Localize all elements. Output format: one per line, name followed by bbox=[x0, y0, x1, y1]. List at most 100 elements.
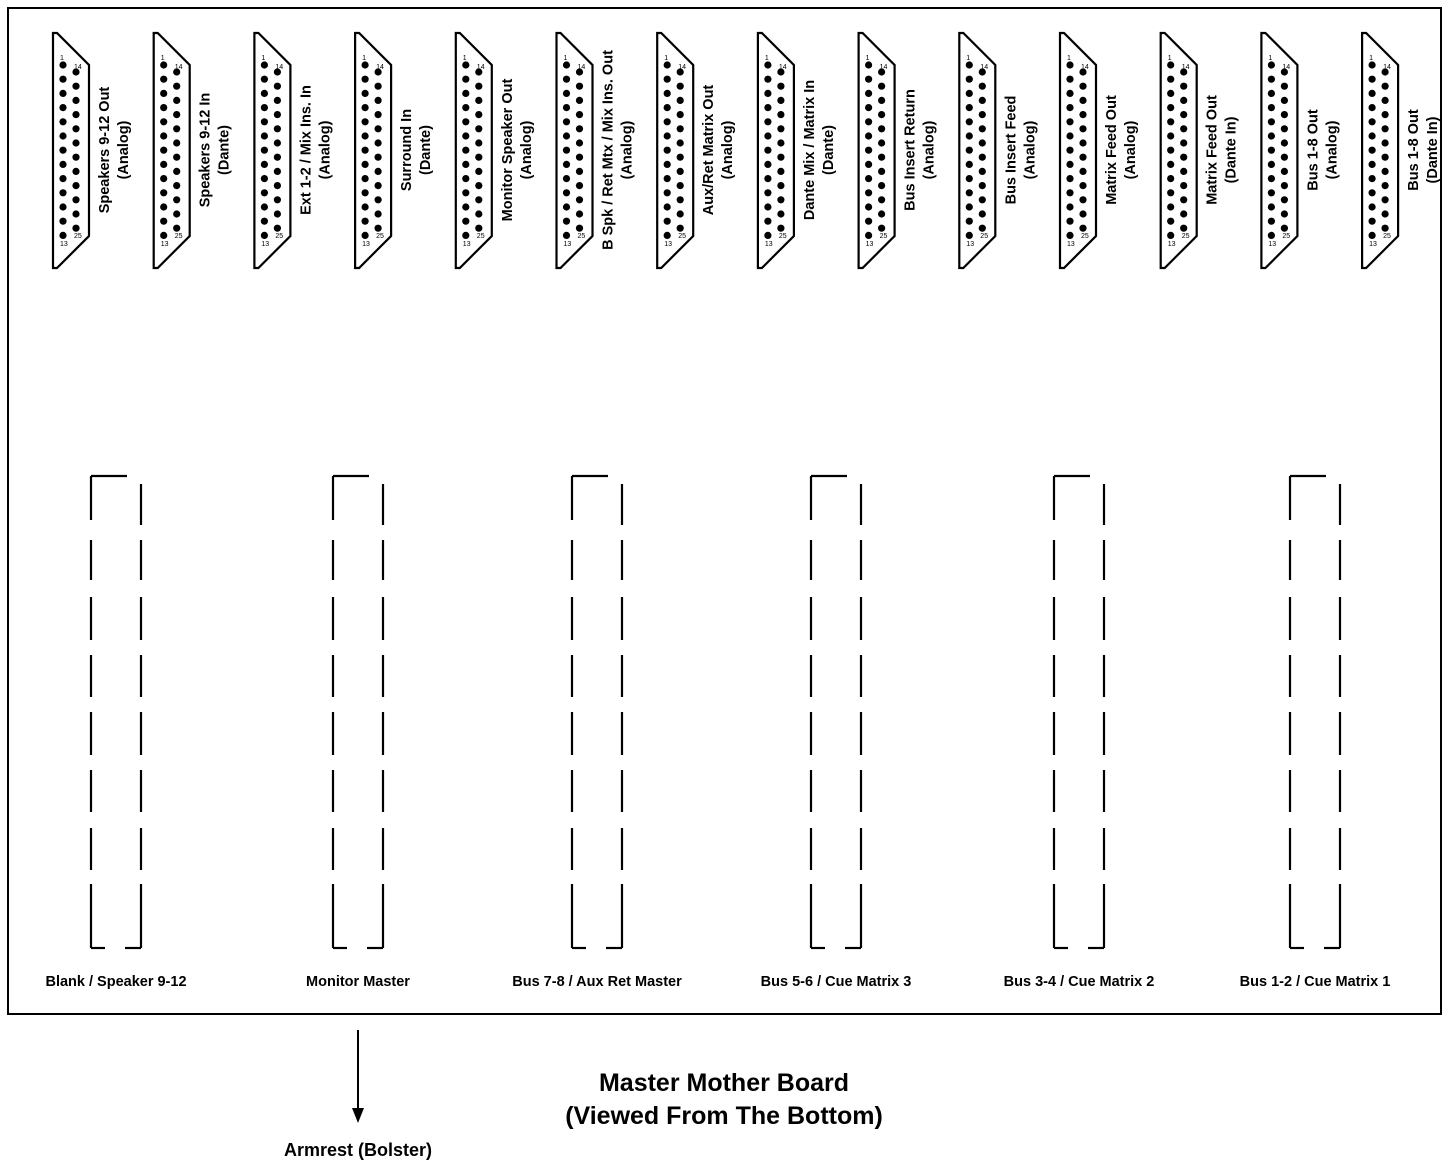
pin-number-label: 14 bbox=[74, 64, 82, 71]
connector-label-line1: Bus 1-8 Out bbox=[1406, 109, 1422, 191]
connector-pin bbox=[1066, 203, 1074, 211]
connector-pin bbox=[1167, 75, 1175, 83]
connector-pin bbox=[475, 224, 483, 232]
connector-pin bbox=[273, 82, 281, 90]
connector-pin bbox=[462, 118, 470, 126]
connector-pin bbox=[575, 139, 584, 147]
connector-shell bbox=[555, 31, 594, 270]
connector-pin bbox=[260, 175, 268, 183]
connector-pin bbox=[72, 167, 80, 175]
connector-pin bbox=[173, 68, 181, 76]
armrest-arrow-head bbox=[352, 1108, 364, 1123]
connector-pin bbox=[1180, 224, 1188, 232]
connector-pin bbox=[173, 111, 181, 119]
connector-pin bbox=[777, 82, 785, 90]
connector-pin bbox=[273, 111, 281, 119]
connector-pin bbox=[260, 146, 268, 154]
connector-pin bbox=[160, 203, 168, 211]
connector-pin bbox=[1066, 75, 1074, 83]
pin-number-label: 14 bbox=[880, 64, 888, 71]
pin-number-label: 25 bbox=[477, 233, 485, 240]
connector-label-line1: Speakers 9-12 Out bbox=[97, 87, 113, 214]
connector-pin bbox=[1180, 153, 1188, 161]
connector-pin bbox=[72, 139, 80, 147]
connector-pin bbox=[1167, 231, 1175, 239]
connector-pin bbox=[72, 125, 80, 133]
connector-pin bbox=[865, 61, 873, 69]
connector-pin bbox=[1167, 89, 1175, 97]
connector-pin bbox=[1267, 61, 1275, 69]
pin-number-label: 13 bbox=[463, 241, 471, 248]
connector-label-line1: Aux/Ret Matrix Out bbox=[701, 85, 717, 216]
connector-pin bbox=[475, 167, 483, 175]
connector-pin bbox=[663, 231, 671, 239]
connector-label-line2: (Dante) bbox=[418, 125, 434, 175]
connector-pin bbox=[575, 210, 584, 218]
pin-number-label: 25 bbox=[376, 233, 384, 240]
pin-number-label: 13 bbox=[161, 241, 169, 248]
pin-number-label: 25 bbox=[779, 233, 787, 240]
connector-pin bbox=[562, 61, 571, 69]
connector-pin bbox=[59, 203, 67, 211]
connector-pin bbox=[764, 175, 772, 183]
connector-pin bbox=[1079, 196, 1087, 204]
connector-pin bbox=[1368, 146, 1376, 154]
connector-pin bbox=[361, 217, 369, 225]
connector-label-line1: Matrix Feed Out bbox=[1104, 95, 1120, 205]
connector-label-line1: Dante Mix / Matrix In bbox=[802, 80, 818, 220]
connector-pin bbox=[374, 68, 382, 76]
connector-pin bbox=[72, 82, 80, 90]
pin-number-label: 1 bbox=[1067, 55, 1071, 62]
db25-connector: 1 14 13 25 Matrix Feed Out (Analog) bbox=[1058, 31, 1139, 270]
connector-pin bbox=[575, 96, 584, 104]
connector-pin bbox=[965, 160, 973, 168]
connector-pin bbox=[475, 210, 483, 218]
diagram-title-line1: Master Mother Board bbox=[599, 1069, 849, 1097]
connector-pin bbox=[663, 217, 671, 225]
connector-label-line2: (Analog) bbox=[1123, 120, 1139, 179]
connector-pin bbox=[273, 224, 281, 232]
connector-pin bbox=[764, 217, 772, 225]
connector-pin bbox=[777, 125, 785, 133]
pin-number-label: 25 bbox=[1182, 233, 1190, 240]
connector-pin bbox=[965, 118, 973, 126]
connector-label-line2: (Analog) bbox=[317, 120, 333, 179]
connector-pin bbox=[361, 132, 369, 140]
connector-pin bbox=[575, 182, 584, 190]
connector-label-line2: (Analog) bbox=[1022, 120, 1038, 179]
connector-pin bbox=[59, 61, 67, 69]
connector-pin bbox=[764, 75, 772, 83]
connector-pin bbox=[978, 82, 986, 90]
db25-connector: 1 14 13 25 Speakers 9-12 In (Dante) bbox=[152, 31, 233, 270]
connector-pin bbox=[160, 75, 168, 83]
connector-pin bbox=[260, 75, 268, 83]
connector-label-line1: Ext 1-2 / Mix Ins. In bbox=[298, 85, 314, 215]
connector-pin bbox=[764, 146, 772, 154]
connector-pin bbox=[575, 196, 584, 204]
connector-pin bbox=[965, 175, 973, 183]
connector-pin bbox=[562, 132, 571, 140]
slot-label: Bus 3-4 / Cue Matrix 2 bbox=[1004, 974, 1155, 990]
connector-pin bbox=[676, 224, 684, 232]
connector-label-line1: Surround In bbox=[399, 109, 415, 191]
connector-pin bbox=[1180, 68, 1188, 76]
connector-pin bbox=[1267, 217, 1275, 225]
connector-pin bbox=[374, 196, 382, 204]
connector-pin bbox=[59, 217, 67, 225]
connector-pin bbox=[1079, 182, 1087, 190]
connector-pin bbox=[173, 182, 181, 190]
connector-pin bbox=[1381, 224, 1389, 232]
connector-pin bbox=[374, 111, 382, 119]
connector-pin bbox=[475, 82, 483, 90]
connector-pin bbox=[663, 104, 671, 112]
connector-pin bbox=[878, 182, 886, 190]
connector-pin bbox=[72, 68, 80, 76]
db25-connector: 1 14 13 25 Matrix Feed Out (Dante In) bbox=[1159, 31, 1240, 270]
pin-number-label: 1 bbox=[362, 55, 366, 62]
connector-pin bbox=[663, 118, 671, 126]
connector-pin bbox=[777, 153, 785, 161]
connector-pin bbox=[1180, 82, 1188, 90]
connector-pin bbox=[663, 189, 671, 197]
connector-pin bbox=[676, 68, 684, 76]
connector-pin bbox=[462, 104, 470, 112]
